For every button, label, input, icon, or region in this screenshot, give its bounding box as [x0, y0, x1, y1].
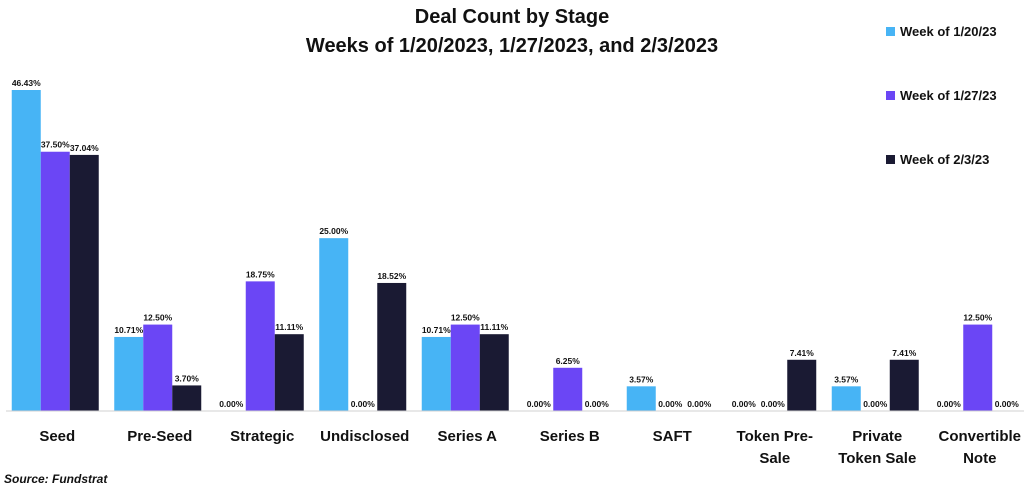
legend-label: Week of 1/27/23	[900, 88, 997, 103]
data-label: 3.57%	[629, 374, 654, 384]
legend-label: Week of 2/3/23	[900, 152, 989, 167]
data-label: 25.00%	[319, 226, 348, 236]
data-label: 10.71%	[114, 325, 143, 335]
bar	[831, 386, 861, 411]
bar	[553, 367, 583, 411]
bar	[319, 238, 349, 411]
data-label: 0.00%	[585, 399, 610, 409]
bar	[40, 151, 70, 411]
bar	[114, 336, 144, 411]
data-label: 37.04%	[70, 143, 99, 153]
bar	[421, 336, 451, 411]
data-label: 11.11%	[480, 322, 508, 332]
data-label: 12.50%	[963, 313, 992, 323]
category-label: Strategic	[230, 428, 294, 445]
data-label: 18.75%	[246, 269, 275, 279]
category-label: Convertible	[938, 428, 1021, 445]
data-label: 12.50%	[143, 313, 172, 323]
category-label: Note	[963, 450, 996, 467]
bar	[889, 359, 919, 411]
category-label: Token Sale	[838, 450, 916, 467]
category-label: Private	[852, 428, 902, 445]
data-label: 7.41%	[892, 348, 917, 358]
data-label: 0.00%	[995, 399, 1020, 409]
data-label: 12.50%	[451, 313, 480, 323]
bar	[172, 385, 202, 411]
bar	[626, 386, 656, 411]
category-label: Sale	[759, 450, 790, 467]
data-label: 0.00%	[527, 399, 552, 409]
data-label: 0.00%	[732, 399, 757, 409]
chart-subtitle: Weeks of 1/20/2023, 1/27/2023, and 2/3/2…	[306, 35, 718, 57]
legend-label: Week of 1/20/23	[900, 24, 997, 39]
chart-title: Deal Count by Stage	[415, 6, 609, 28]
data-label: 6.25%	[556, 356, 581, 366]
category-label: Series B	[540, 428, 600, 445]
data-label: 0.00%	[351, 399, 376, 409]
category-label: Series A	[438, 428, 498, 445]
bar	[274, 334, 304, 411]
bar	[787, 359, 817, 411]
legend-swatch	[886, 91, 895, 100]
bar	[11, 90, 41, 411]
data-label: 0.00%	[863, 399, 888, 409]
bar	[69, 154, 99, 412]
legend-swatch	[886, 155, 895, 164]
category-label: Pre-Seed	[127, 428, 192, 445]
data-label: 37.50%	[41, 140, 70, 150]
bar	[377, 282, 407, 411]
bar	[143, 324, 173, 411]
bar	[963, 324, 993, 411]
data-label: 0.00%	[937, 399, 962, 409]
data-label: 46.43%	[12, 78, 41, 88]
legend-swatch	[886, 27, 895, 36]
data-label: 0.00%	[687, 399, 712, 409]
bar	[450, 324, 480, 411]
category-label: SAFT	[653, 428, 692, 445]
data-label: 0.00%	[761, 399, 786, 409]
data-label: 0.00%	[658, 399, 683, 409]
category-label: Token Pre-	[737, 428, 813, 445]
data-label: 18.52%	[377, 271, 406, 281]
data-label: 0.00%	[219, 399, 244, 409]
data-label: 7.41%	[790, 348, 815, 358]
bar	[479, 334, 509, 411]
bar	[245, 281, 275, 411]
data-label: 3.70%	[175, 373, 200, 383]
data-label: 10.71%	[422, 325, 451, 335]
data-label: 3.57%	[834, 374, 859, 384]
data-label: 11.11%	[275, 322, 303, 332]
category-label: Seed	[39, 428, 75, 445]
source-note: Source: Fundstrat	[4, 472, 108, 486]
category-label: Undisclosed	[320, 428, 409, 445]
